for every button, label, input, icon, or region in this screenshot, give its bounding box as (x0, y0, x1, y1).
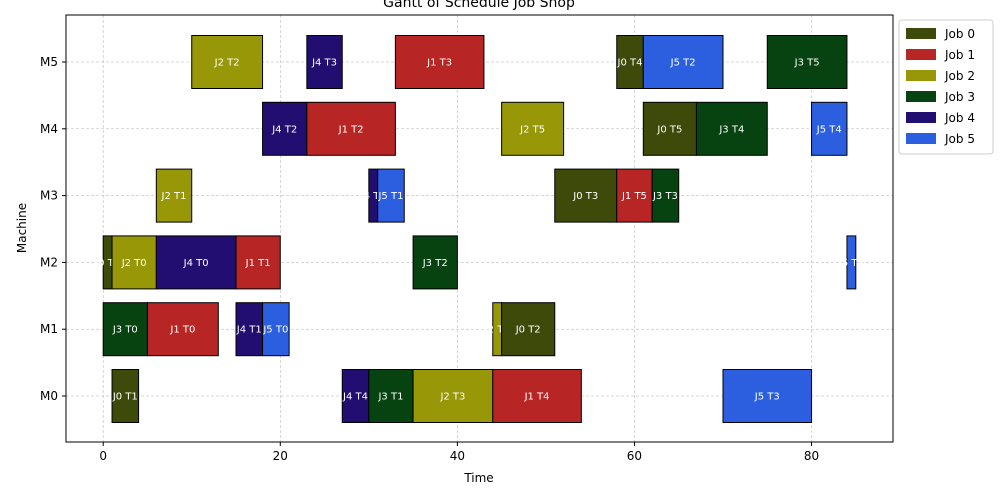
legend-swatch (906, 70, 936, 81)
task-bar (651, 168, 680, 223)
task-label: J1 T1 (245, 258, 271, 269)
task-bar (766, 35, 848, 89)
legend-label: Job 0 (944, 27, 975, 41)
x-tick-label: 40 (450, 449, 465, 463)
task-bar (111, 369, 140, 423)
task-label: J0 T5 (656, 124, 682, 135)
y-axis-label: Machine (15, 203, 29, 253)
task-bar (146, 302, 219, 357)
task-label: J1 T2 (338, 124, 364, 135)
task-label: J2 T1 (161, 191, 187, 202)
task-label: J2 T4 (484, 325, 510, 336)
task-bar (155, 168, 193, 223)
task-label: J3 T3 (652, 191, 678, 202)
y-tick-label: M0 (40, 389, 58, 403)
task-label: J4 T1 (236, 325, 262, 336)
task-label: J2 T5 (519, 124, 545, 135)
task-label: J2 T3 (439, 392, 465, 403)
task-label: J0 T1 (112, 392, 138, 403)
legend-swatch (906, 28, 936, 39)
task-label: J1 T4 (524, 392, 550, 403)
task-label: J4 T5 (360, 191, 386, 202)
x-tick-label: 20 (273, 449, 288, 463)
task-bar (642, 101, 697, 156)
task-label: J4 T3 (311, 58, 337, 69)
task-label: J3 T1 (377, 392, 403, 403)
task-label: J5 T2 (670, 58, 696, 69)
task-label: J2 T2 (214, 58, 240, 69)
y-tick-label: M1 (40, 322, 58, 336)
task-label: J3 T5 (794, 58, 820, 69)
task-label: J2 T0 (121, 258, 147, 269)
chart-title: Gantt of Schedule Job Shop (383, 0, 575, 11)
task-label: J1 T3 (426, 58, 452, 69)
task-bar (394, 35, 485, 89)
task-bars: J0 T1 J4 T4 J3 T1 J2 T3 J1 T4 J5 T3 J3 T0 J1 T0… (94, 35, 864, 423)
task-label: J4 T0 (183, 258, 209, 269)
legend: Job 0 Job 1 Job 2 Job 3 Job 4 Job 5 (898, 19, 994, 155)
task-label: J5 T0 (262, 325, 288, 336)
task-label: J4 T4 (342, 392, 368, 403)
task-label: J3 T4 (718, 124, 744, 135)
task-bar (722, 369, 813, 423)
legend-label: Job 5 (944, 132, 975, 146)
task-bar (377, 168, 405, 223)
task-bar (811, 101, 848, 156)
task-label: J1 T5 (621, 191, 647, 202)
axis-ticks: 0 20 40 60 80 M0 M1 M2 M3 M4 M5 (40, 55, 819, 463)
x-tick-label: 80 (804, 449, 819, 463)
legend-label: Job 4 (944, 111, 975, 125)
y-tick-label: M3 (40, 189, 58, 203)
task-bar (235, 302, 264, 357)
task-bar (846, 235, 857, 290)
task-bar (191, 35, 264, 89)
y-tick-label: M4 (40, 122, 58, 136)
task-label: J3 T0 (112, 325, 138, 336)
legend-swatch (906, 112, 936, 123)
task-bar (412, 235, 458, 290)
task-bar (616, 168, 653, 223)
task-bar (492, 369, 582, 423)
legend-swatch (906, 91, 936, 102)
task-label: J1 T0 (169, 325, 195, 336)
task-bar (306, 101, 396, 156)
task-label: J0 T0 (94, 258, 120, 269)
task-label: J5 T5 (838, 258, 864, 269)
task-label: J0 T4 (617, 58, 643, 69)
task-bar (235, 235, 281, 290)
legend-swatch (906, 133, 936, 144)
task-label: J3 T2 (422, 258, 448, 269)
x-tick-label: 0 (99, 449, 107, 463)
task-label: J0 T3 (572, 191, 598, 202)
legend-label: Job 3 (944, 90, 975, 104)
task-bar (341, 369, 370, 423)
task-label: J0 T2 (515, 325, 541, 336)
task-bar (554, 168, 618, 223)
task-bar (262, 302, 290, 357)
legend-label: Job 2 (944, 69, 975, 83)
task-bar (306, 35, 343, 89)
plot-area-frame (65, 14, 894, 443)
legend-label: Job 1 (944, 48, 975, 62)
legend-swatch (906, 49, 936, 60)
x-tick-label: 60 (627, 449, 642, 463)
task-bar (695, 101, 768, 156)
task-bar (642, 35, 724, 89)
task-label: J5 T4 (816, 124, 842, 135)
x-axis-label: Time (463, 471, 493, 485)
task-bar (501, 302, 556, 357)
y-tick-label: M2 (40, 255, 58, 269)
task-bar (111, 235, 157, 290)
task-bar (501, 101, 565, 156)
task-label: J4 T2 (271, 124, 297, 135)
task-label: J5 T3 (754, 392, 780, 403)
y-tick-label: M5 (40, 55, 58, 69)
task-label: J5 T1 (377, 191, 403, 202)
